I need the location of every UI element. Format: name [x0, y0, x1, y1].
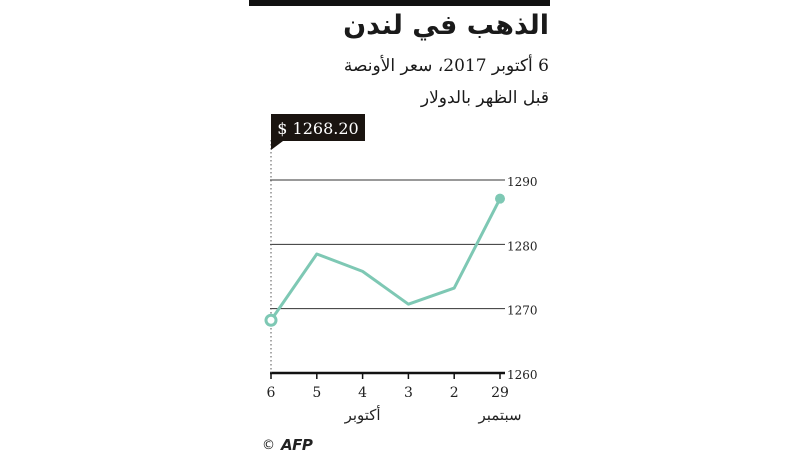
y-tick-label: 1290 [507, 175, 538, 189]
page-title: الذهب في لندن [343, 10, 549, 41]
month-label: أكتوبر [344, 405, 381, 424]
subtitle-line-1: 6 أكتوبر 2017، سعر الأونصة [343, 56, 549, 76]
end-point-marker [495, 193, 505, 204]
y-tick-label: 1260 [507, 368, 538, 382]
highlight-pointer [271, 141, 283, 150]
month-label: سبتمبر [477, 406, 521, 424]
copyright-symbol: © [262, 437, 275, 453]
credit: © AFP [262, 436, 313, 454]
highlight-box [271, 114, 365, 141]
subtitle-line-2: قبل الظهر بالدولار [420, 88, 549, 108]
x-tick-label: 2 [450, 385, 459, 401]
afp-logo: AFP [281, 436, 313, 454]
x-tick-label: 5 [312, 385, 321, 401]
start-point-marker [264, 313, 278, 327]
x-tick-label: 6 [267, 385, 276, 401]
series-line [269, 197, 502, 322]
y-tick-label: 1280 [507, 239, 538, 253]
y-tick-label: 1270 [507, 304, 538, 318]
x-tick-label: 3 [404, 385, 413, 401]
x-tick-label: 29 [491, 385, 509, 401]
highlight-label: $ 1268.20 [277, 119, 358, 138]
x-tick-label: 4 [358, 385, 367, 401]
top-rule [249, 0, 550, 6]
